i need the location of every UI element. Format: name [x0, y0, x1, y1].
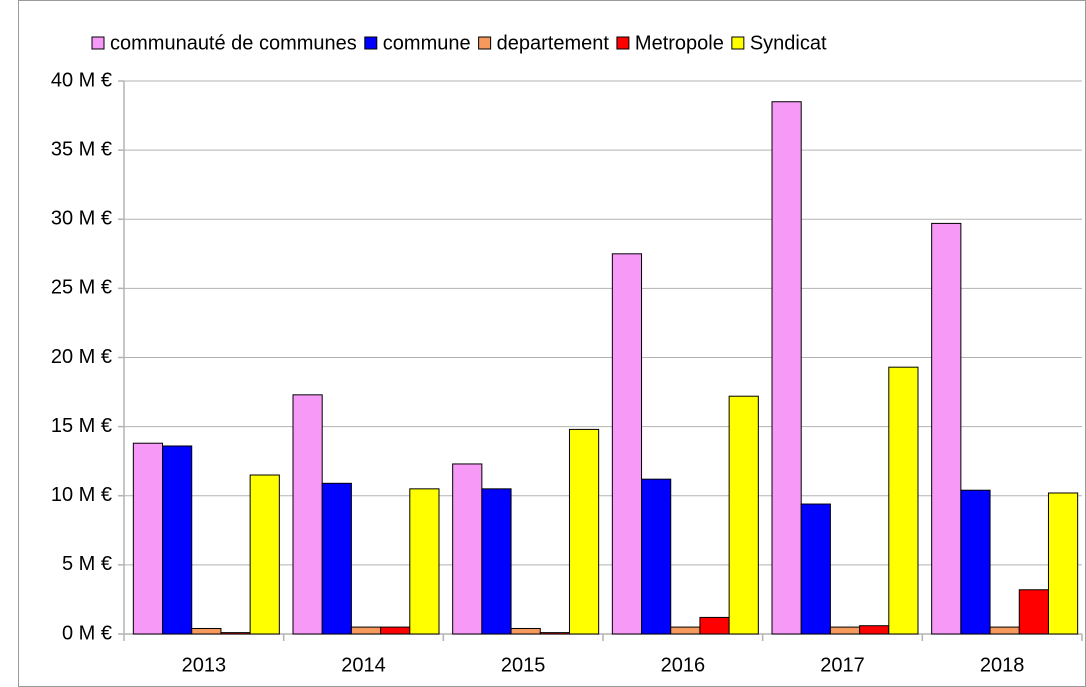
legend-label: departement: [497, 32, 610, 54]
bar: [1047, 492, 1079, 635]
x-tick-label: 2016: [661, 654, 706, 676]
y-tick-label: 15 M €: [51, 415, 112, 437]
bar: [350, 626, 382, 635]
y-tick-label: 0 M €: [62, 622, 112, 644]
x-tick-label: 2014: [341, 654, 386, 676]
bar: [481, 488, 512, 635]
bar: [1018, 589, 1049, 635]
bar: [888, 366, 919, 635]
bar: [699, 616, 730, 635]
y-tick-label: 20 M €: [51, 346, 112, 368]
legend-swatch: [616, 36, 630, 50]
bar: [249, 474, 280, 635]
bar: [989, 626, 1020, 635]
bar: [800, 503, 831, 635]
bar: [960, 489, 991, 635]
legend-swatch: [478, 36, 492, 50]
x-tick-label: 2018: [980, 654, 1025, 676]
bar: [409, 488, 440, 635]
legend-label: Syndicat: [750, 32, 827, 54]
y-tick-label: 35 M €: [51, 138, 112, 160]
bar: [380, 626, 411, 635]
bar: [771, 101, 802, 635]
y-tick-label: 10 M €: [51, 484, 112, 506]
bar: [452, 463, 483, 635]
bar: [641, 478, 672, 635]
legend-swatch: [91, 36, 105, 50]
bar: [829, 626, 861, 635]
legend-swatch: [731, 36, 745, 50]
legend-swatch: [364, 36, 378, 50]
bar: [162, 445, 193, 635]
bar: [292, 394, 323, 635]
bar: [321, 482, 352, 635]
legend-label: communauté de communes: [110, 32, 357, 54]
bar: [539, 632, 570, 635]
y-tick-label: 30 M €: [51, 208, 112, 230]
bar: [191, 627, 222, 635]
y-tick-label: 25 M €: [51, 277, 112, 299]
legend-label: Metropole: [635, 32, 724, 54]
legend-label: commune: [383, 32, 471, 54]
bar: [611, 253, 643, 635]
bar: [859, 625, 890, 635]
y-tick-label: 40 M €: [51, 69, 112, 91]
x-tick-label: 2013: [182, 654, 227, 676]
bar: [132, 442, 164, 635]
y-tick-label: 5 M €: [62, 553, 112, 575]
bar: [220, 632, 251, 635]
bar: [931, 222, 962, 635]
bar: [728, 395, 759, 635]
x-tick-label: 2017: [820, 654, 865, 676]
bar: [510, 627, 541, 635]
x-tick-label: 2015: [501, 654, 546, 676]
bar: [568, 428, 600, 635]
bar: [670, 626, 701, 635]
